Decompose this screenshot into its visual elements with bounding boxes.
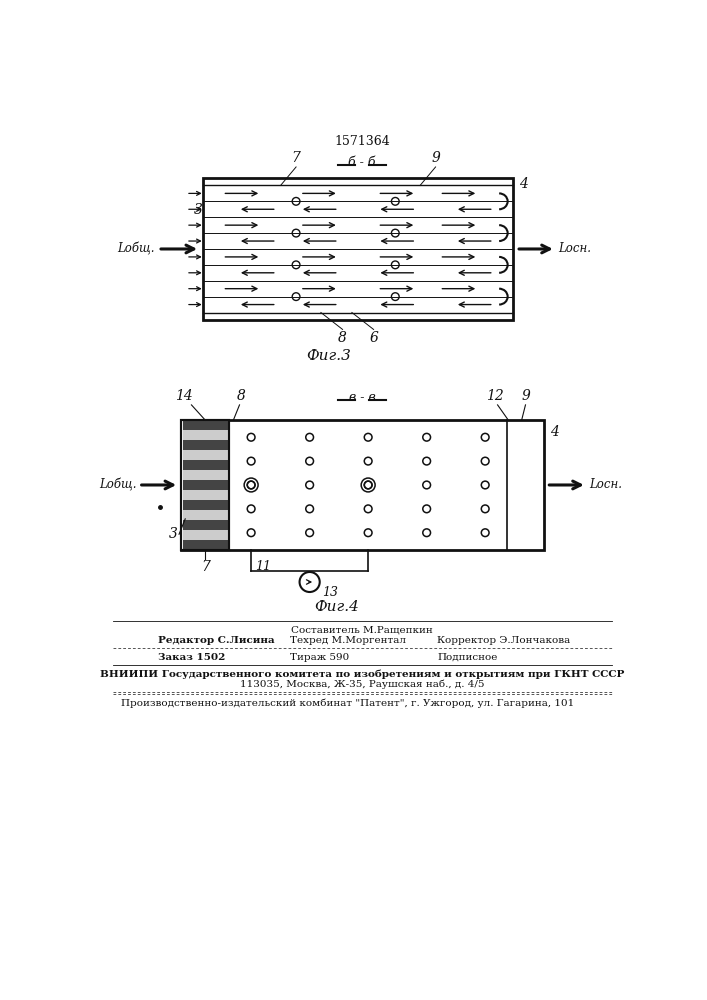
Text: 4: 4: [519, 177, 528, 191]
Text: 9: 9: [431, 151, 440, 165]
Text: 3: 3: [194, 203, 203, 217]
Text: Редактор С.Лисина: Редактор С.Лисина: [158, 636, 275, 645]
Text: 8: 8: [237, 389, 245, 403]
Text: Корректор Э.Лончакова: Корректор Э.Лончакова: [437, 636, 571, 645]
Text: 113035, Москва, Ж-35, Раушская наб., д. 4/5: 113035, Москва, Ж-35, Раушская наб., д. …: [240, 680, 484, 689]
Text: 6: 6: [369, 331, 378, 345]
Text: 11: 11: [255, 560, 271, 573]
Text: Lосн.: Lосн.: [589, 478, 622, 491]
Bar: [183, 510, 228, 520]
Text: 7: 7: [201, 560, 210, 574]
Text: в - в: в - в: [349, 391, 375, 404]
Text: 12: 12: [486, 389, 504, 403]
Text: 4: 4: [550, 425, 559, 439]
Bar: [183, 420, 228, 430]
Bar: [182, 420, 230, 550]
Text: Производственно-издательский комбинат "Патент", г. Ужгород, ул. Гагарина, 101: Производственно-издательский комбинат "П…: [121, 698, 574, 708]
Text: Lобщ.: Lобщ.: [117, 242, 155, 255]
Bar: [182, 420, 230, 550]
Text: Тираж 590: Тираж 590: [290, 653, 349, 662]
Text: Lобщ.: Lобщ.: [99, 478, 136, 492]
Bar: [183, 490, 228, 500]
Text: Фиг.4: Фиг.4: [314, 600, 359, 614]
Text: 8: 8: [338, 331, 347, 345]
Bar: [183, 480, 228, 490]
Bar: [183, 520, 228, 530]
Text: 9: 9: [521, 389, 530, 403]
Text: Техред М.Моргентал: Техред М.Моргентал: [290, 636, 406, 645]
Text: Заказ 1502: Заказ 1502: [158, 653, 226, 662]
Text: 13: 13: [322, 586, 338, 599]
Bar: [203, 178, 513, 320]
Bar: [183, 470, 228, 480]
Text: ВНИИПИ Государственного комитета по изобретениям и открытиям при ГКНТ СССР: ВНИИПИ Государственного комитета по изоб…: [100, 670, 624, 679]
Text: Фиг.3: Фиг.3: [306, 349, 351, 363]
Bar: [182, 420, 544, 550]
Bar: [183, 530, 228, 540]
Text: 1571364: 1571364: [334, 135, 390, 148]
Text: 7: 7: [292, 151, 300, 165]
Text: б - б: б - б: [349, 156, 375, 169]
Text: 14: 14: [175, 389, 192, 403]
Bar: [183, 460, 228, 470]
Bar: [183, 500, 228, 510]
Text: 3: 3: [169, 527, 177, 541]
Bar: [183, 540, 228, 550]
Text: Подписное: Подписное: [437, 653, 498, 662]
Text: Составитель М.Ращепкин: Составитель М.Ращепкин: [291, 625, 433, 634]
Bar: [183, 440, 228, 450]
Text: Lосн.: Lосн.: [558, 242, 591, 255]
Bar: [183, 430, 228, 440]
Bar: [183, 450, 228, 460]
